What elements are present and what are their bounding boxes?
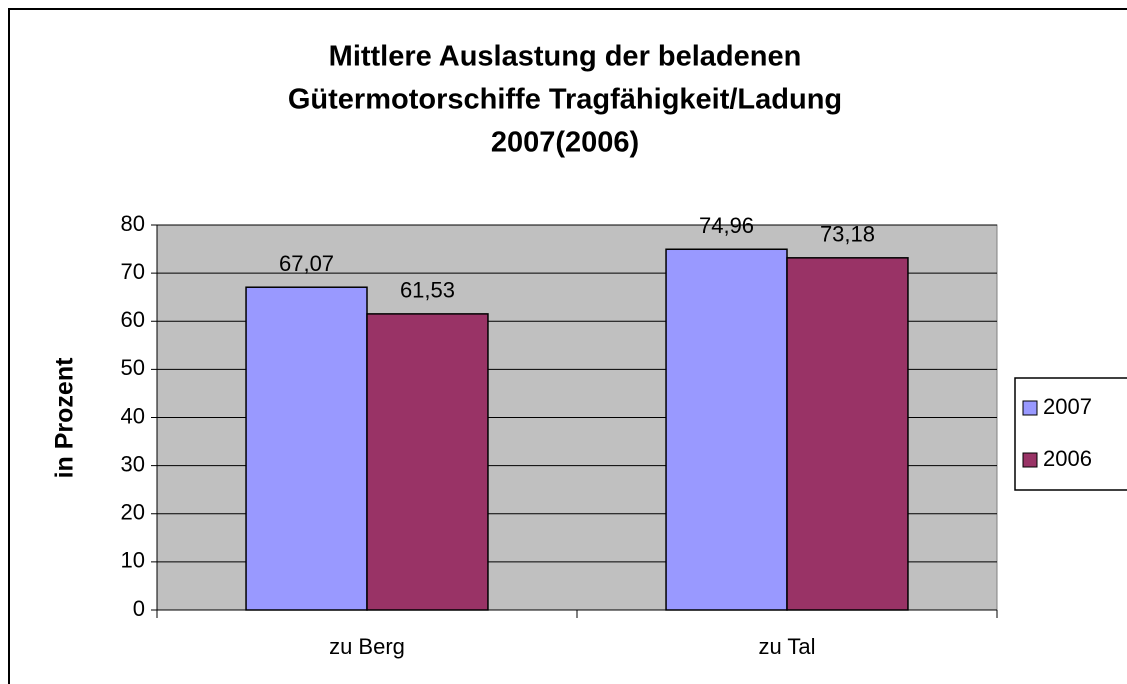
x-tick-label: zu Berg — [329, 634, 405, 659]
chart-title: Gütermotorschiffe Tragfähigkeit/Ladung — [288, 84, 842, 116]
bar — [665, 248, 788, 611]
y-tick-label: 70 — [121, 259, 145, 284]
legend-swatch — [1022, 452, 1038, 468]
y-tick-label: 30 — [121, 451, 145, 476]
legend-box — [1014, 377, 1127, 491]
y-tick-label: 50 — [121, 355, 145, 380]
bar — [786, 257, 909, 611]
y-tick-label: 80 — [121, 211, 145, 236]
legend-swatch — [1022, 400, 1038, 416]
legend-label: 2007 — [1043, 394, 1092, 419]
y-axis-label: in Prozent — [51, 357, 79, 479]
value-label: 73,18 — [820, 222, 875, 247]
chart-title: Mittlere Auslastung der beladenen — [329, 41, 802, 73]
x-tick-label: zu Tal — [758, 634, 815, 659]
y-tick-label: 10 — [121, 548, 145, 573]
value-label: 74,96 — [699, 213, 754, 238]
value-label: 67,07 — [279, 251, 334, 276]
legend-label: 2006 — [1043, 446, 1092, 471]
bar — [245, 286, 368, 611]
y-tick-label: 20 — [121, 500, 145, 525]
y-tick-label: 40 — [121, 403, 145, 428]
y-tick-label: 0 — [133, 596, 145, 621]
y-tick-label: 60 — [121, 307, 145, 332]
value-label: 61,53 — [400, 278, 455, 303]
bar — [366, 313, 489, 611]
chart-title: 2007(2006) — [491, 127, 639, 159]
